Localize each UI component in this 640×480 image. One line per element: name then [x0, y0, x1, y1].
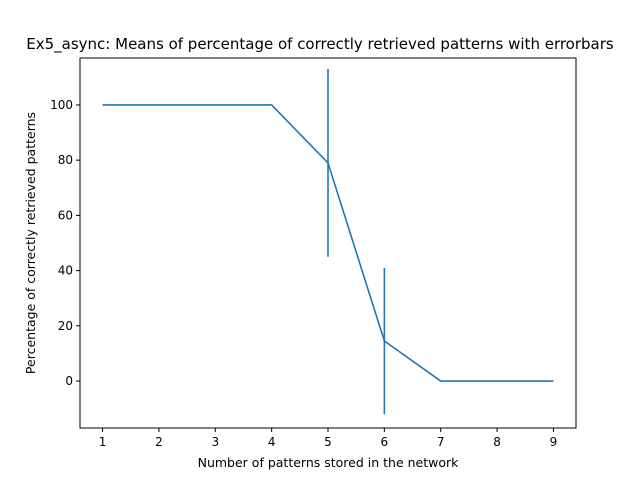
x-tick-label: 2	[155, 435, 163, 449]
y-tick-label: 100	[50, 98, 73, 112]
y-tick-label: 60	[58, 208, 73, 222]
x-tick-label: 9	[550, 435, 558, 449]
x-tick-label: 7	[437, 435, 445, 449]
plot-frame	[79, 57, 577, 429]
x-tick-label: 3	[211, 435, 219, 449]
chart-title: Ex5_async: Means of percentage of correc…	[26, 35, 614, 54]
y-tick-label: 40	[58, 264, 73, 278]
x-tick-label: 5	[324, 435, 332, 449]
x-tick-label: 6	[381, 435, 389, 449]
y-tick-label: 0	[65, 374, 73, 388]
y-tick-label: 20	[58, 319, 73, 333]
series-layer	[102, 69, 554, 415]
x-axis: 1 2 3 4 5 6 7 8 9	[99, 428, 558, 449]
y-axis-label: Percentage of correctly retrieved patter…	[23, 112, 38, 374]
x-tick-label: 1	[99, 435, 107, 449]
y-tick-label: 80	[58, 153, 73, 167]
x-tick-label: 8	[493, 435, 501, 449]
x-axis-label: Number of patterns stored in the network	[198, 455, 460, 470]
y-axis: 0 20 40 60 80 100	[50, 98, 80, 388]
x-tick-label: 4	[268, 435, 276, 449]
